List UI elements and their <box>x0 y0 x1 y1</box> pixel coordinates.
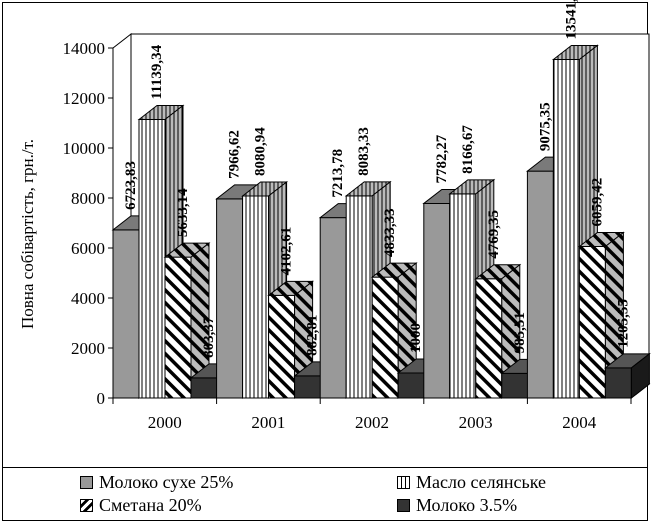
bar-front <box>138 119 166 399</box>
data-label-sour-cream-2002: 4833,33 <box>382 208 398 257</box>
bar-sour-cream-2002 <box>370 262 418 400</box>
y-axis-label: Повна собівартість, грн./т. <box>18 139 37 329</box>
legend-swatch-milk <box>397 499 410 512</box>
legend-item-sour-cream: Сметана 20% <box>80 495 202 516</box>
data-label-butter-2001: 8080,94 <box>253 127 269 176</box>
data-label-milk-powder-2000: 6723,83 <box>123 161 139 210</box>
legend-label-sour-cream: Сметана 20% <box>99 495 202 515</box>
x-axis: 2000 2001 2002 2003 2004 <box>112 397 632 432</box>
bar-milk-2004 <box>603 352 651 400</box>
bar-front <box>268 294 296 399</box>
bar-front <box>552 58 580 399</box>
data-label-milk-2000: 803,37 <box>201 316 217 358</box>
y-tick-label: 12000 <box>63 89 106 108</box>
y-tick-label: 6000 <box>71 239 105 258</box>
legend-swatch-sour-cream <box>80 499 93 512</box>
legend-divider <box>2 467 648 468</box>
data-label-sour-cream-2000: 5633,14 <box>175 188 191 237</box>
bar-front <box>397 372 425 399</box>
bar-sour-cream-2001 <box>267 280 315 400</box>
x-tick-label: 2003 <box>459 413 493 432</box>
bar-front <box>371 276 399 399</box>
data-label-milk-2003: 985,51 <box>512 312 528 353</box>
data-label-butter-2004: 13541,65 <box>563 0 579 39</box>
data-labels-layer: 6723,83 11139,34 5633,14 803,37 7966,62 8080,… <box>123 0 631 358</box>
data-label-butter-2003: 8166,67 <box>460 125 476 174</box>
bar-front <box>319 217 347 399</box>
legend-item-milk: Молоко 3.5% <box>397 495 517 516</box>
y-tick-label: 8000 <box>71 189 105 208</box>
bar-front <box>190 377 218 399</box>
data-label-milk-powder-2004: 9075,35 <box>537 102 553 151</box>
bar-sour-cream-2000 <box>163 242 211 400</box>
bar-front <box>578 246 606 399</box>
legend-swatch-butter <box>397 476 410 489</box>
y-tick-label: 0 <box>97 389 106 408</box>
bar-front <box>294 375 322 399</box>
data-label-milk-powder-2002: 7213,78 <box>330 149 346 198</box>
data-label-milk-2004: 1205,55 <box>615 299 631 348</box>
bar-front <box>604 367 632 399</box>
data-label-milk-2001: 882,81 <box>305 315 321 356</box>
bar-front <box>449 193 477 399</box>
bar-front <box>164 256 192 399</box>
bar-front <box>526 170 554 399</box>
legend-item-butter: Масло селянське <box>397 472 546 493</box>
bar-sour-cream-2003 <box>474 263 522 400</box>
x-tick-label: 2000 <box>148 413 182 432</box>
data-label-milk-powder-2003: 7782,27 <box>434 134 450 183</box>
y-tick-label: 14000 <box>63 39 106 58</box>
bar-front <box>112 229 140 399</box>
data-label-sour-cream-2001: 4102,61 <box>279 227 295 276</box>
bar-sour-cream-2004 <box>577 231 625 400</box>
x-tick-label: 2004 <box>562 413 597 432</box>
data-label-sour-cream-2004: 6059,42 <box>589 178 605 227</box>
x-tick-label: 2001 <box>251 413 285 432</box>
bar-front <box>501 372 529 399</box>
data-label-milk-2002: 1000 <box>408 323 424 353</box>
legend-swatch-milk-powder <box>80 476 93 489</box>
data-label-butter-2002: 8083,33 <box>356 127 372 176</box>
y-tick-label: 2000 <box>71 339 105 358</box>
legend-item-milk-powder: Молоко сухе 25% <box>80 472 233 493</box>
y-axis: 0 2000 4000 6000 8000 10000 12000 14000 <box>63 39 114 408</box>
data-label-sour-cream-2003: 4769,35 <box>486 210 502 259</box>
bars-layer <box>111 44 651 400</box>
x-tick-label: 2002 <box>355 413 389 432</box>
bar-front <box>423 202 451 399</box>
legend-label-butter: Масло селянське <box>416 472 547 492</box>
data-label-butter-2000: 11139,34 <box>149 44 165 99</box>
data-label-milk-powder-2001: 7966,62 <box>227 130 243 179</box>
legend-label-milk-powder: Молоко сухе 25% <box>99 472 234 492</box>
bar-front <box>475 278 503 399</box>
bar-front <box>345 195 373 399</box>
y-tick-label: 10000 <box>63 139 106 158</box>
y-tick-label: 4000 <box>71 289 105 308</box>
bar-side <box>630 352 650 400</box>
legend-label-milk: Молоко 3.5% <box>416 495 518 515</box>
bar-front <box>216 198 244 399</box>
bar-front <box>242 195 270 399</box>
